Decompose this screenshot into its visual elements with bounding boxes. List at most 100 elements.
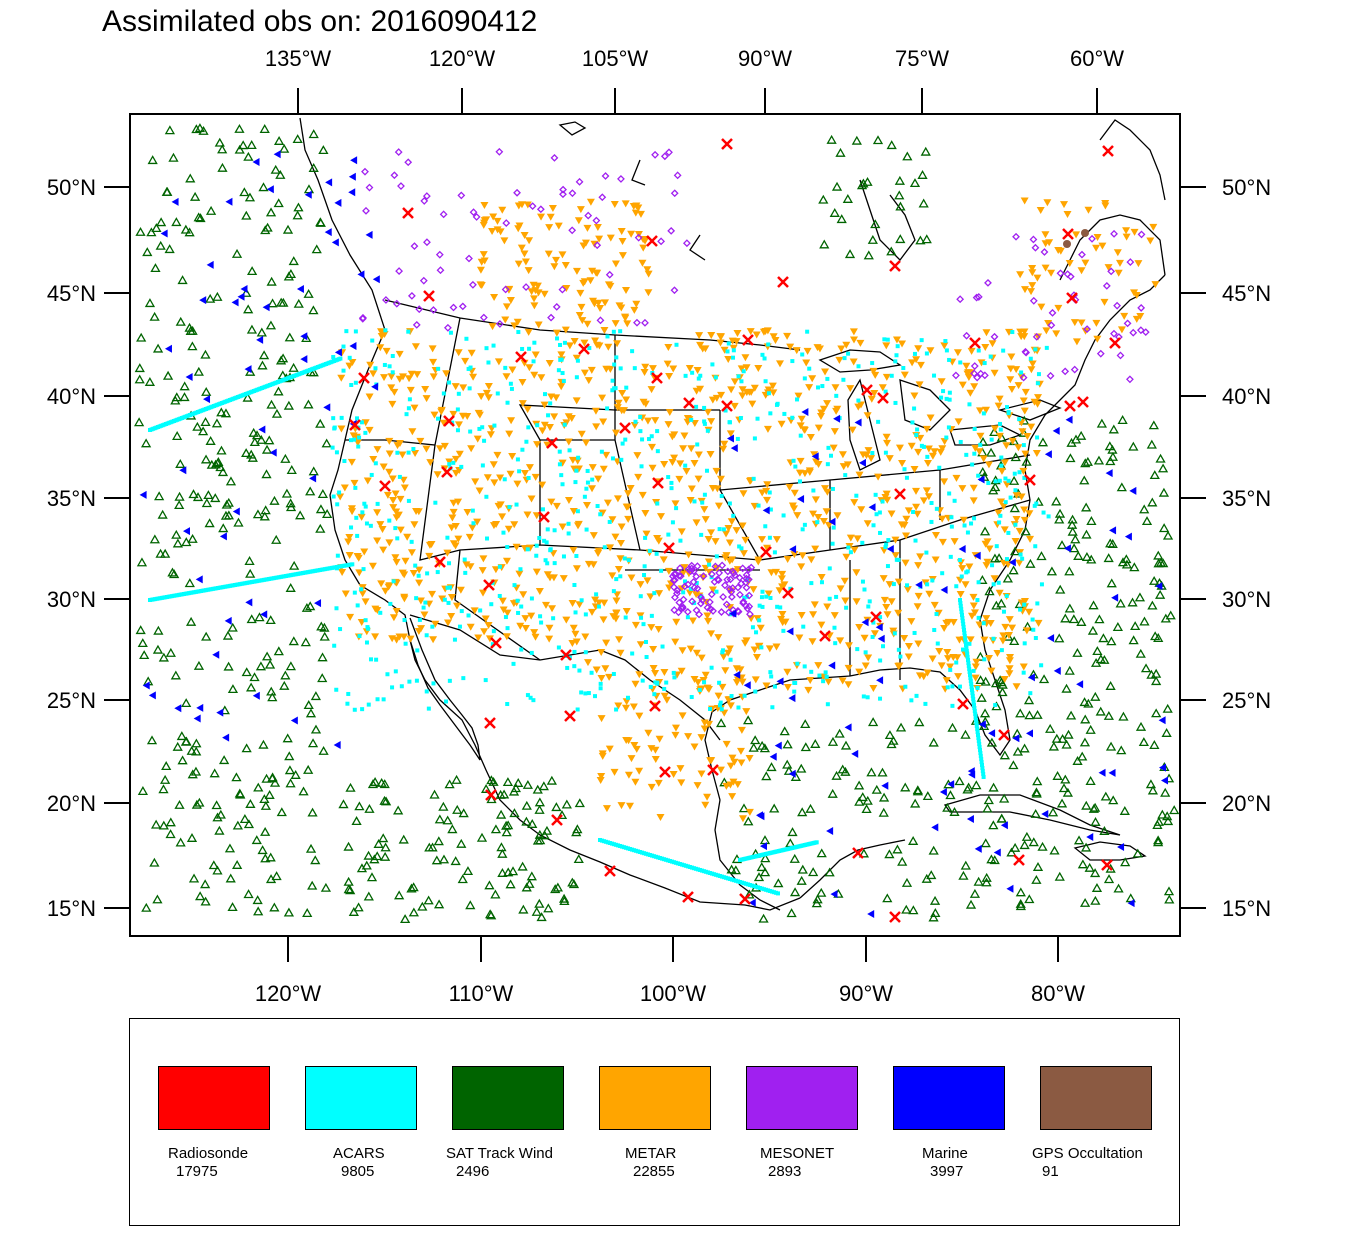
metar-marker [717, 333, 726, 341]
acars-marker [537, 535, 542, 540]
sat-track-wind-marker [1103, 553, 1114, 563]
acars-marker [423, 600, 428, 605]
acars-marker [943, 339, 948, 344]
acars-marker [958, 439, 963, 444]
radiosonde-marker [1024, 474, 1036, 486]
metar-marker [943, 648, 952, 656]
sat-track-wind-marker [993, 553, 1005, 563]
metar-marker [694, 679, 703, 687]
acars-marker [598, 512, 603, 517]
legend-count: 3997 [930, 1163, 964, 1180]
sat-track-wind-marker [949, 807, 960, 816]
metar-marker [400, 571, 409, 579]
acars-marker [548, 401, 553, 406]
metar-marker [739, 490, 748, 498]
acars-marker [697, 687, 702, 692]
acars-marker [1035, 381, 1040, 386]
metar-marker [870, 630, 879, 638]
acars-marker [974, 721, 979, 725]
metar-marker [352, 433, 361, 441]
acars-marker [561, 379, 566, 384]
metar-marker [473, 435, 482, 443]
mesonet-marker [423, 238, 431, 247]
sat-track-wind-marker [311, 244, 322, 254]
metar-marker [412, 508, 421, 516]
sat-track-wind-marker [276, 807, 287, 817]
sat-track-wind-marker [269, 495, 280, 505]
metar-marker [726, 781, 735, 789]
legend-item-metar: METAR 22855 [599, 1066, 711, 1180]
sat-track-wind-marker [1070, 534, 1081, 544]
acars-marker [535, 423, 540, 428]
sat-track-wind-marker [824, 867, 835, 877]
acars-marker [349, 382, 354, 387]
sat-track-wind-marker [882, 893, 893, 903]
sat-track-wind-marker [1105, 741, 1117, 751]
sat-track-wind-marker [759, 867, 771, 877]
sat-track-wind-marker [438, 854, 450, 864]
metar-marker [646, 593, 655, 601]
mesonet-marker [479, 313, 488, 322]
acars-marker [509, 386, 514, 391]
acars-marker [447, 585, 452, 590]
metar-marker [373, 446, 382, 454]
acars-marker [350, 562, 355, 567]
sat-track-wind-marker [191, 738, 202, 748]
marine-marker [1053, 666, 1061, 675]
sat-track-wind-marker [242, 392, 253, 402]
sat-track-wind-marker [277, 353, 289, 363]
acars-marker [958, 604, 963, 608]
metar-marker [701, 801, 710, 809]
sat-track-wind-marker [840, 766, 851, 776]
mesonet-marker [1107, 267, 1116, 276]
marine-marker [300, 332, 308, 341]
metar-marker [725, 539, 734, 547]
metar-marker [764, 590, 773, 598]
sat-track-wind-marker [854, 780, 865, 790]
mesonet-marker [690, 583, 699, 592]
sat-track-wind-marker [379, 851, 391, 861]
acars-marker [1041, 510, 1046, 515]
metar-marker [714, 634, 723, 642]
mesonet-marker [568, 189, 577, 198]
metar-marker [750, 646, 759, 654]
acars-marker [795, 397, 800, 402]
metar-marker [912, 503, 921, 511]
mesonet-marker [678, 602, 687, 611]
marine-marker [185, 373, 193, 382]
marine-marker [729, 609, 737, 618]
sat-track-wind-marker [1038, 674, 1050, 684]
metar-marker [519, 591, 528, 599]
marine-marker [203, 395, 211, 404]
sat-track-wind-marker [218, 523, 229, 533]
sat-track-wind-marker [462, 866, 474, 876]
sat-track-wind-marker [1076, 430, 1087, 440]
metar-marker [600, 599, 609, 607]
metar-marker [1020, 407, 1029, 415]
acars-marker [713, 375, 718, 380]
metar-marker [643, 577, 652, 585]
sat-track-wind-marker [258, 739, 269, 749]
acars-marker [919, 338, 924, 343]
metar-marker [622, 698, 631, 706]
metar-marker [741, 354, 750, 362]
metar-marker [657, 513, 666, 521]
acars-marker [976, 739, 981, 743]
acars-marker [552, 528, 557, 533]
acars-marker [792, 680, 797, 685]
metar-marker [368, 562, 377, 570]
acars-marker [800, 352, 805, 357]
acars-marker [870, 451, 875, 456]
sat-track-wind-marker [1108, 424, 1119, 434]
metar-marker [669, 365, 678, 373]
sat-track-wind-marker [198, 426, 209, 436]
sat-track-wind-marker [379, 779, 390, 789]
acars-marker [525, 693, 530, 698]
acars-marker [1003, 476, 1008, 481]
acars-marker [534, 553, 539, 558]
metar-marker [694, 475, 703, 483]
acars-marker [414, 678, 419, 683]
metar-marker [855, 668, 864, 676]
metar-marker [1002, 442, 1011, 450]
metar-marker [730, 378, 739, 386]
